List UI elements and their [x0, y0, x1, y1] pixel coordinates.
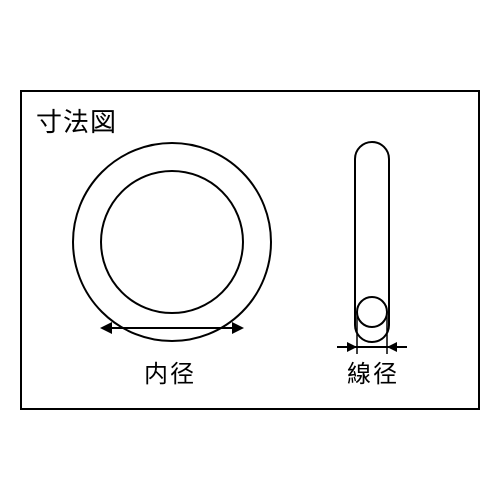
wire-arrow-right — [387, 342, 397, 352]
oring-front-view — [72, 142, 272, 342]
inner-diameter-dimension-arrow — [102, 327, 242, 329]
inner-diameter-label: 内径 — [144, 354, 196, 389]
side-top-arc — [355, 142, 389, 159]
wire-cross-section-circle — [357, 297, 387, 327]
wire-arrow-left — [347, 342, 357, 352]
oring-side-svg — [332, 142, 412, 342]
diagram-frame: 寸法図 内径 線径 — [20, 90, 480, 410]
oring-inner-edge — [100, 170, 244, 314]
oring-side-view — [332, 142, 412, 342]
wire-diameter-label: 線径 — [347, 354, 399, 389]
diagram-title: 寸法図 — [36, 102, 117, 139]
